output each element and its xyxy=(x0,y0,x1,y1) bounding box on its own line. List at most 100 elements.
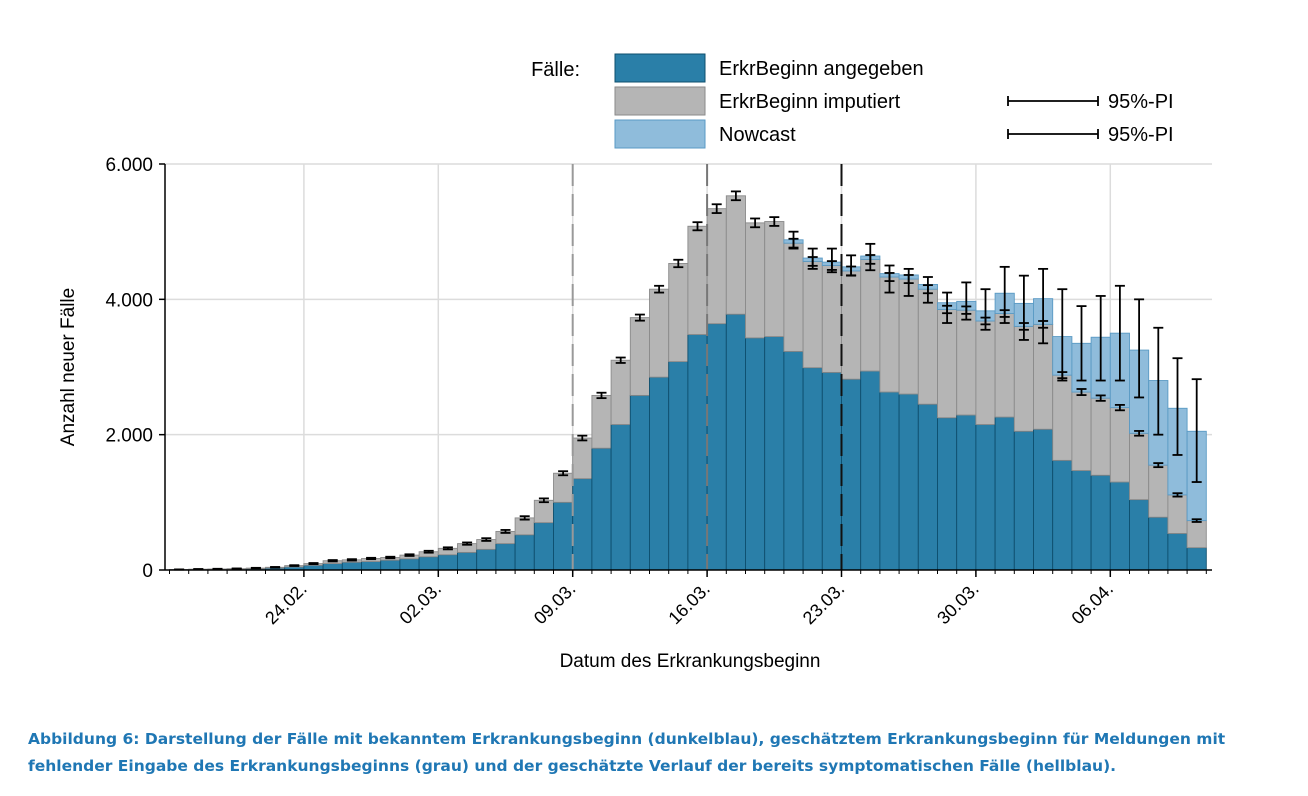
legend-label: ErkrBeginn imputiert xyxy=(719,91,901,113)
bar-erkrbeginn-imputiert xyxy=(764,221,785,337)
bar-erkrbeginn-angegeben xyxy=(975,424,996,571)
legend-pi-label: 95%-PI xyxy=(1108,124,1174,146)
x-tick-label: 16.03. xyxy=(664,579,714,629)
bar-erkrbeginn-angegeben xyxy=(572,478,593,571)
bar-erkrbeginn-imputiert xyxy=(706,208,727,325)
pi-imputed-errorbar xyxy=(615,356,626,364)
bar-erkrbeginn-imputiert xyxy=(629,317,650,396)
caption-line-1: Abbildung 6: Darstellung der Fälle mit b… xyxy=(28,730,1226,748)
bar-erkrbeginn-angegeben xyxy=(514,534,535,571)
pi-imputed-errorbar xyxy=(462,541,473,546)
pi-imputed-errorbar xyxy=(711,203,722,214)
pi-imputed-errorbar xyxy=(423,549,434,554)
pi-nowcast-errorbar xyxy=(1076,305,1087,382)
x-tick-label: 24.02. xyxy=(261,579,311,629)
pi-imputed-errorbar xyxy=(289,564,300,567)
bar-erkrbeginn-angegeben xyxy=(1109,481,1130,571)
pi-imputed-errorbar xyxy=(1153,462,1164,469)
bar-erkrbeginn-angegeben xyxy=(917,403,938,571)
pi-imputed-errorbar xyxy=(654,284,665,294)
x-tick-label: 30.03. xyxy=(933,579,983,629)
x-tick-label: 23.03. xyxy=(799,579,849,629)
x-tick-label: 02.03. xyxy=(396,579,446,629)
bar-erkrbeginn-angegeben xyxy=(553,501,574,571)
pi-nowcast-errorbar xyxy=(1172,357,1183,456)
bar-erkrbeginn-angegeben xyxy=(341,561,362,571)
pi-imputed-errorbar xyxy=(519,515,530,521)
pi-nowcast-errorbar xyxy=(942,291,953,324)
bar-erkrbeginn-imputiert xyxy=(649,288,670,378)
bar-erkrbeginn-imputiert xyxy=(956,309,977,416)
pi-imputed-errorbar xyxy=(366,556,377,561)
pi-nowcast-errorbar xyxy=(884,264,895,294)
pi-imputed-errorbar xyxy=(346,558,357,562)
bar-erkrbeginn-imputiert xyxy=(1071,391,1092,471)
x-tick-label: 09.03. xyxy=(530,579,580,629)
pi-imputed-errorbar xyxy=(1076,388,1087,396)
legend-title: Fälle: xyxy=(531,59,580,81)
bar-erkrbeginn-angegeben xyxy=(1186,547,1207,571)
pi-imputed-errorbar xyxy=(769,216,780,227)
pi-imputed-errorbar xyxy=(250,566,261,570)
y-tick-label: 6.000 xyxy=(105,155,153,176)
pi-imputed-errorbar xyxy=(1172,492,1183,498)
pi-imputed-errorbar xyxy=(442,546,453,551)
bar-erkrbeginn-imputiert xyxy=(1186,520,1207,549)
pi-imputed-errorbar xyxy=(577,434,588,442)
pi-imputed-errorbar xyxy=(327,559,338,563)
bar-erkrbeginn-angegeben xyxy=(937,417,958,571)
bar-erkrbeginn-imputiert xyxy=(975,320,996,425)
bar-erkrbeginn-angegeben xyxy=(706,323,727,571)
bar-erkrbeginn-imputiert xyxy=(841,270,862,380)
bar-erkrbeginn-imputiert xyxy=(572,437,593,480)
pi-nowcast-errorbar xyxy=(807,247,818,270)
figure-caption: Abbildung 6: Darstellung der Fälle mit b… xyxy=(28,726,1278,780)
vlines xyxy=(571,164,843,570)
pi-imputed-errorbar xyxy=(692,221,703,232)
pi-imputed-errorbar xyxy=(750,217,761,229)
bar-erkrbeginn-imputiert xyxy=(1129,432,1150,501)
pi-imputed-errorbar xyxy=(558,470,569,477)
pi-imputed-errorbar xyxy=(538,497,549,504)
pi-imputed-errorbar xyxy=(730,190,741,202)
pi-nowcast-errorbar xyxy=(1114,284,1125,382)
pi-nowcast-errorbar xyxy=(999,265,1010,324)
bar-erkrbeginn-angegeben xyxy=(687,334,708,571)
bar-erkrbeginn-imputiert xyxy=(937,309,958,419)
legend: Fälle: ErkrBeginn angegeben ErkrBeginn imp… xyxy=(531,53,1174,149)
pi-imputed-errorbar xyxy=(596,391,607,400)
x-tick-label: 06.04. xyxy=(1068,579,1118,629)
bar-erkrbeginn-angegeben xyxy=(668,361,689,571)
bar-erkrbeginn-imputiert xyxy=(533,499,554,524)
bar-erkrbeginn-angegeben xyxy=(1033,428,1054,571)
pi-nowcast-errorbar xyxy=(1057,288,1068,382)
pi-imputed-errorbar xyxy=(1134,430,1145,437)
bar-erkrbeginn-imputiert xyxy=(725,195,746,315)
legend-pi-label: 95%-PI xyxy=(1108,91,1174,113)
y-tick-label: 2.000 xyxy=(105,426,153,447)
pi-nowcast-errorbar xyxy=(1095,295,1106,382)
pi-imputed-errorbar xyxy=(634,313,645,322)
bar-erkrbeginn-imputiert xyxy=(1052,374,1073,461)
pi-nowcast-errorbar xyxy=(1191,378,1202,483)
bar-erkrbeginn-angegeben xyxy=(1013,430,1034,571)
bar-erkrbeginn-angegeben xyxy=(1129,499,1150,571)
bar-erkrbeginn-angegeben xyxy=(649,376,670,571)
bar-erkrbeginn-angegeben xyxy=(821,371,842,571)
legend-swatch xyxy=(614,53,706,83)
bar-erkrbeginn-angegeben xyxy=(1167,533,1188,571)
caption-line-2: fehlender Eingabe des Erkrankungsbeginns… xyxy=(28,757,1117,775)
chart: 0 2.000 4.000 6.000 24.02. 02.03. 09.03. 16.03.… xyxy=(58,53,1212,672)
y-tick-label: 4.000 xyxy=(105,290,153,311)
pi-nowcast-errorbar xyxy=(826,247,837,274)
pi-nowcast-errorbar xyxy=(846,254,857,277)
bar-erkrbeginn-angegeben xyxy=(457,551,478,571)
pi-nowcast-errorbar xyxy=(922,276,933,304)
bar-erkrbeginn-angegeben xyxy=(860,370,881,571)
bar-erkrbeginn-imputiert xyxy=(591,394,612,449)
pi-nowcast-errorbar xyxy=(903,267,914,297)
pi-nowcast-errorbar xyxy=(1134,298,1145,399)
bar-erkrbeginn-imputiert xyxy=(687,225,708,335)
bar-erkrbeginn-angegeben xyxy=(802,367,823,571)
bar-erkrbeginn-angegeben xyxy=(841,378,862,571)
